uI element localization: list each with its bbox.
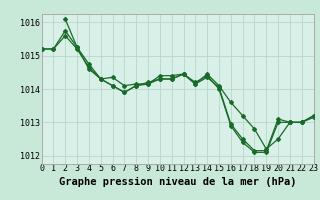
X-axis label: Graphe pression niveau de la mer (hPa): Graphe pression niveau de la mer (hPa): [59, 177, 296, 187]
